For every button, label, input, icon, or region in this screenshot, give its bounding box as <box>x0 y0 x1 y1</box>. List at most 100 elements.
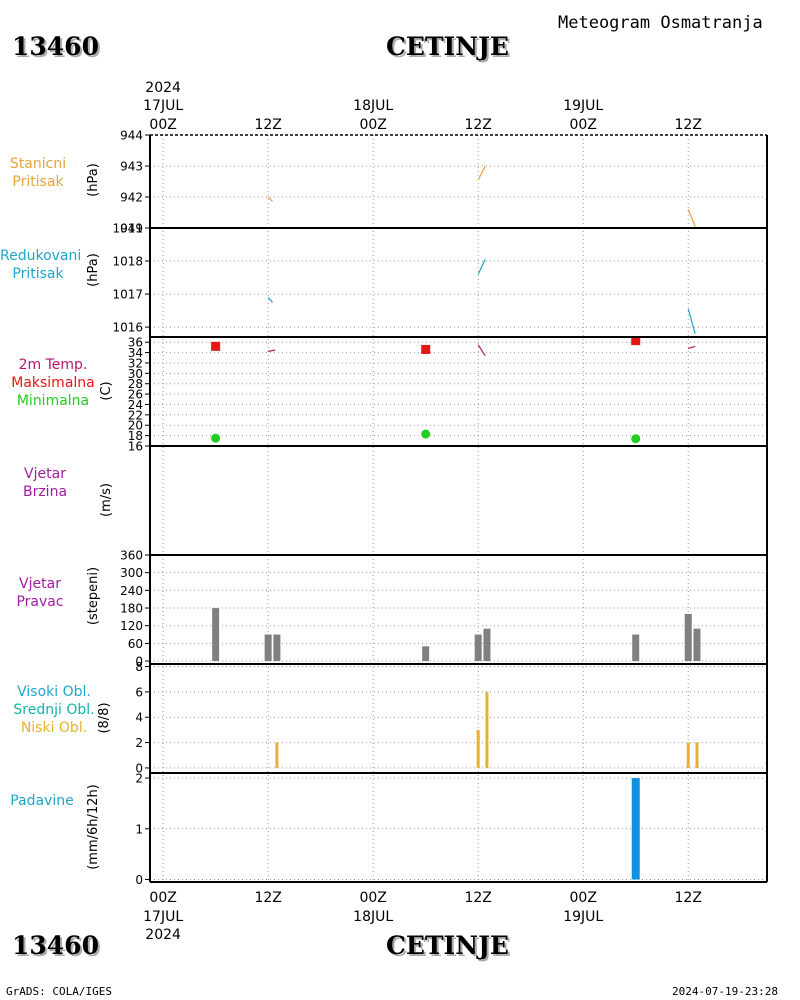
y-tick-label: 240 <box>120 584 143 598</box>
label-line: Stanicni <box>9 156 67 172</box>
label-line: Pritisak <box>12 266 64 282</box>
y-tick-label: 0 <box>135 655 143 669</box>
cloud-bar <box>485 691 489 768</box>
unit-label: (stepeni) <box>86 567 101 625</box>
bottom-hour-label: 00Z <box>570 890 597 906</box>
unit-label: (hPa) <box>86 163 101 197</box>
chart-title: Meteogram Osmatranja <box>558 13 763 33</box>
label-line: Vjetar <box>24 466 66 482</box>
label-line: Pritisak <box>12 174 64 190</box>
y-tick-label: 180 <box>120 602 143 616</box>
label-line: Visoki Obl. <box>17 684 91 700</box>
unit-label: (hPa) <box>86 253 101 287</box>
bottom-day-label: 19JUL <box>563 909 603 925</box>
bottom-hour-label: 12Z <box>254 890 281 906</box>
y-tick-label: 34 <box>128 346 143 360</box>
wind-direction-bar <box>632 634 640 662</box>
y-tick-label: 1019 <box>112 222 143 236</box>
series-line-segment <box>477 344 486 357</box>
panel-label-brzina: Vjetar Brzina <box>0 465 90 501</box>
panel-label-redukovani: Redukovani Pritisak <box>0 247 82 283</box>
max-temp-marker <box>421 344 431 354</box>
wind-direction-bar <box>693 628 701 662</box>
y-tick-label: 32 <box>128 356 143 370</box>
top-hour-label: 12Z <box>464 117 491 133</box>
y-tick-label: 30 <box>128 367 143 381</box>
max-temp-marker <box>211 341 221 351</box>
label-line: Redukovani <box>0 248 82 264</box>
series-line-segment <box>688 345 696 349</box>
series-line-segment <box>687 308 696 334</box>
bottom-hour-label: 00Z <box>149 890 176 906</box>
y-tick-label: 28 <box>128 377 143 391</box>
top-hour-label: 00Z <box>359 117 386 133</box>
series-line-segment <box>687 209 696 227</box>
label-line: Vjetar <box>19 576 61 592</box>
top-day-label: 18JUL <box>353 98 393 114</box>
y-tick-label: 360 <box>120 549 143 563</box>
wind-direction-bar <box>264 634 272 662</box>
top-hour-label: 00Z <box>149 117 176 133</box>
series-line-segment <box>477 165 486 181</box>
station-name-bottom: CETINJE <box>386 931 509 960</box>
bottom-day-label: 18JUL <box>353 909 393 925</box>
precipitation-bar <box>631 778 640 880</box>
y-tick-label: 60 <box>128 637 143 651</box>
top-hour-label: 12Z <box>675 117 702 133</box>
y-tick-label: 0 <box>135 761 143 775</box>
unit-label: (C) <box>99 381 114 400</box>
credit-label: GrADS: COLA/IGES <box>6 985 112 998</box>
unit-label: (m/s) <box>99 483 114 517</box>
wind-direction-bar <box>483 628 491 662</box>
y-tick-label: 942 <box>120 191 143 205</box>
label-line: Niski Obl. <box>20 720 88 736</box>
label-line: Padavine <box>10 793 74 809</box>
bottom-hour-label: 12Z <box>464 890 491 906</box>
series-line-segment <box>267 349 276 353</box>
cloud-bar <box>695 742 699 768</box>
y-tick-label: 1016 <box>112 321 143 335</box>
wind-direction-bar <box>212 608 220 662</box>
y-tick-label: 944 <box>120 129 143 143</box>
top-hour-label: 12Z <box>254 117 281 133</box>
min-temp-marker <box>211 433 221 443</box>
y-tick-label: 24 <box>128 398 143 412</box>
label-line: Minimalna <box>16 393 90 409</box>
y-tick-label: 20 <box>128 419 143 433</box>
timestamp-label: 2024-07-19-23:28 <box>672 985 778 998</box>
label-line: Pravac <box>16 594 64 610</box>
bottom-hour-label: 12Z <box>675 890 702 906</box>
top-day-label: 17JUL <box>143 98 183 114</box>
wind-direction-bar <box>273 634 281 662</box>
y-tick-label: 36 <box>128 336 143 350</box>
panel-label-stanicni: Stanicni Pritisak <box>0 155 76 191</box>
panel-label-padavine: Padavine <box>0 792 84 810</box>
station-id-top: 13460 <box>12 32 99 61</box>
top-year-label: 2024 <box>145 80 181 96</box>
y-tick-label: 4 <box>135 711 143 725</box>
y-tick-label: 941 <box>120 222 143 236</box>
series-line-segment <box>477 259 486 275</box>
panel-label-temperatura: 2m Temp. Maksimalna Minimalna <box>0 356 106 410</box>
y-tick-label: 2 <box>135 772 143 786</box>
station-id-bottom: 13460 <box>12 931 99 960</box>
y-tick-label: 16 <box>128 440 143 454</box>
y-tick-label: 26 <box>128 388 143 402</box>
y-tick-label: 22 <box>128 408 143 422</box>
min-temp-marker <box>631 434 641 444</box>
y-tick-label: 300 <box>120 566 143 580</box>
y-tick-label: 1017 <box>112 288 143 302</box>
y-tick-label: 6 <box>135 685 143 699</box>
cloud-bar <box>686 742 690 768</box>
y-tick-label: 943 <box>120 160 143 174</box>
panel-label-oblacnost: Visoki Obl. Srednji Obl. Niski Obl. <box>0 683 108 737</box>
wind-direction-bar <box>422 646 430 662</box>
unit-label: (8/8) <box>97 702 112 733</box>
y-tick-label: 0 <box>135 873 143 887</box>
min-temp-marker <box>421 429 431 439</box>
y-tick-label: 18 <box>128 429 143 443</box>
label-line: Maksimalna <box>11 375 95 391</box>
top-day-label: 19JUL <box>563 98 603 114</box>
series-line-segment <box>267 296 273 303</box>
label-line: Brzina <box>22 484 68 500</box>
